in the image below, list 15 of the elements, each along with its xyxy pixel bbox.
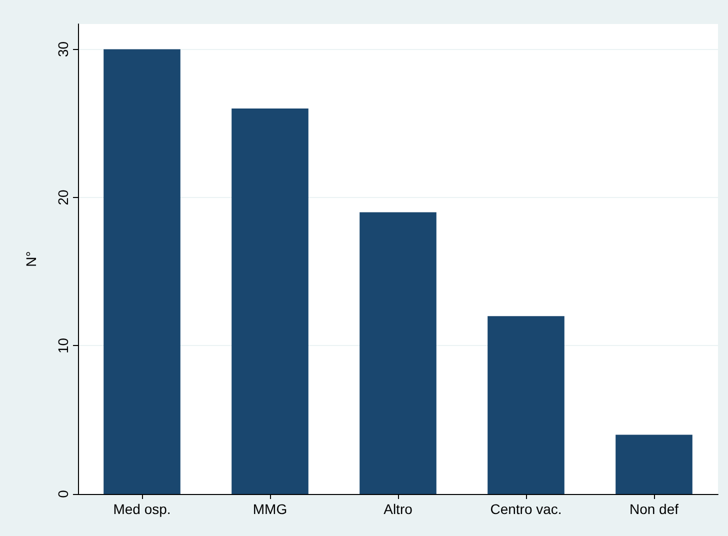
y-tick-label: 10 bbox=[55, 338, 71, 354]
y-tick-label: 20 bbox=[55, 189, 71, 206]
x-tick-label: Non def bbox=[629, 501, 679, 517]
bar bbox=[232, 108, 308, 494]
bar bbox=[616, 434, 692, 494]
x-tick-label: Med osp. bbox=[113, 501, 171, 517]
bar bbox=[360, 212, 436, 494]
bar bbox=[104, 49, 180, 494]
x-tick-label: Centro vac. bbox=[490, 501, 562, 517]
x-tick-label: Altro bbox=[384, 501, 413, 517]
y-axis-title: N° bbox=[23, 251, 39, 267]
x-tick-label: MMG bbox=[252, 501, 288, 517]
y-tick-label: 0 bbox=[55, 490, 71, 498]
y-tick-label: 30 bbox=[55, 41, 71, 57]
bar bbox=[488, 316, 564, 494]
